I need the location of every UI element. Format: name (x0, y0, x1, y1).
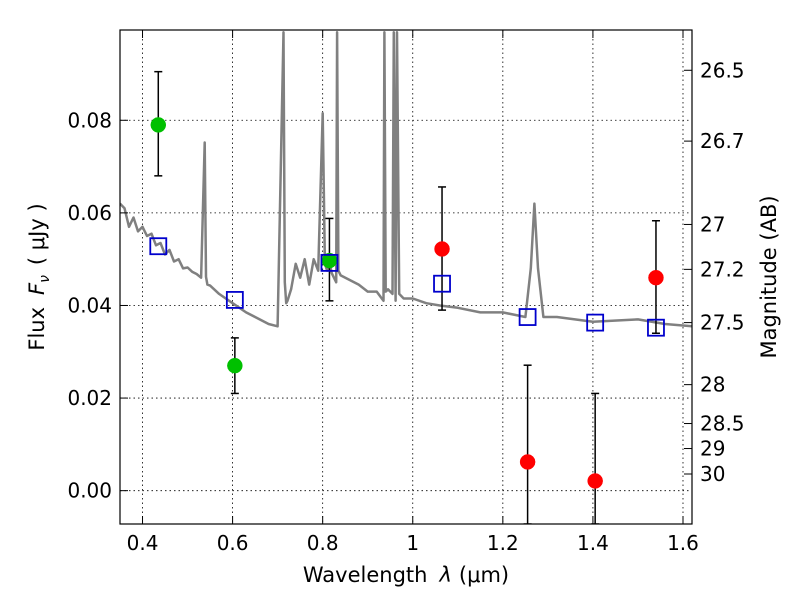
model-square-marker (518, 308, 537, 326)
x-tick-label: 0.6 (217, 531, 249, 555)
y-axis-label: FluxFν( μJy ) (25, 203, 53, 350)
y2-tick-label: 30 (700, 462, 725, 486)
model-square-marker (647, 318, 665, 337)
data-markers (149, 117, 665, 489)
model-square-marker (433, 274, 451, 293)
x-tick-label: 0.8 (307, 531, 339, 555)
spectrum-line (120, 31, 692, 328)
y-tick-label: 0.08 (67, 108, 112, 132)
red-circle-marker (587, 473, 603, 489)
x-axis-label: Wavelength λ (μm) (303, 563, 509, 587)
y-tick-label: 0.00 (67, 479, 112, 503)
y2-tick-label: 28.5 (700, 412, 745, 436)
green-circle-marker (150, 117, 167, 133)
y2-tick-label: 27.5 (700, 311, 745, 335)
plot-frame (119, 29, 693, 525)
green-circle-marker (227, 357, 243, 374)
y2-tick-label: 28 (700, 373, 725, 397)
x-tick-label: 0.4 (127, 531, 159, 555)
red-circle-marker (434, 241, 450, 257)
y2-tick-label: 27.2 (700, 257, 745, 281)
model-square-marker (225, 291, 244, 309)
axis-ticks: 0.4 0.6 0.8 1 1.2 1.4 1.6 0.00 0.02 0.04 0.06 0.08 2… (67, 30, 745, 555)
x-tick-label: 1 (406, 531, 419, 555)
model-spectrum (120, 31, 692, 328)
y-tick-label: 0.02 (67, 386, 112, 410)
y2-tick-label: 26.7 (700, 129, 745, 153)
x-tick-label: 1.4 (577, 531, 609, 555)
y2-tick-label: 26.5 (700, 58, 745, 82)
y-tick-label: 0.06 (67, 201, 112, 225)
x-tick-label: 1.6 (667, 531, 699, 555)
y2-tick-label: 27 (700, 212, 725, 236)
y2-axis-label: Magnitude (AB) (757, 195, 781, 358)
model-square-marker (586, 313, 605, 332)
red-circle-marker (519, 454, 536, 470)
model-square-marker (320, 253, 339, 272)
y2-tick-label: 29 (700, 437, 725, 461)
y-tick-label: 0.04 (67, 293, 112, 317)
x-tick-label: 1.2 (487, 531, 519, 555)
red-circle-marker (648, 269, 664, 286)
model-square-marker (149, 237, 168, 256)
